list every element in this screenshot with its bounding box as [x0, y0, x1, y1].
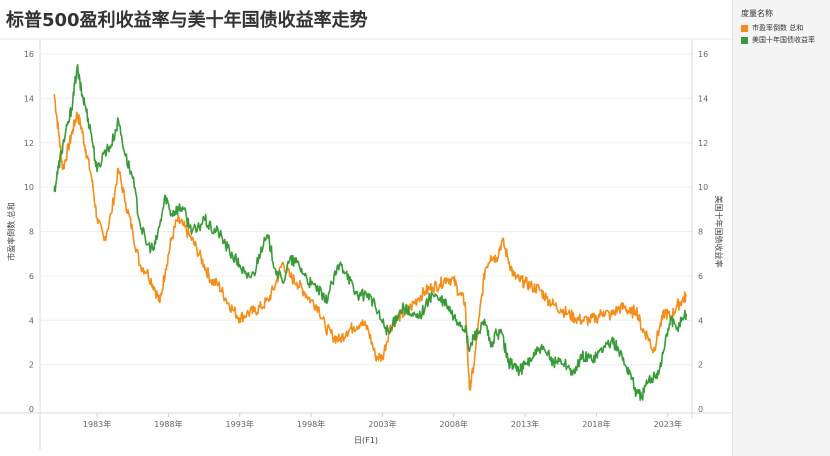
legend-item-treasury-yield[interactable]: 美国十年国债收益率 — [741, 35, 815, 45]
series-line-treasury-yield — [53, 64, 688, 401]
axes — [0, 40, 732, 450]
y-tick-label-left: 12 — [24, 139, 34, 148]
y-tick-label-left: 6 — [29, 272, 34, 281]
x-tick-label: 1983年 — [83, 419, 111, 429]
x-tick-label: 2013年 — [511, 419, 539, 429]
y-tick-label-left: 4 — [29, 316, 34, 325]
y-tick-label-right: 2 — [698, 361, 703, 370]
series-line-pe-inverse — [53, 93, 688, 392]
y-axis-title-right: 美国十年国债收益率 — [714, 196, 724, 268]
legend-swatch — [741, 36, 748, 44]
legend-swatch — [741, 24, 748, 32]
y-tick-label-right: 6 — [698, 272, 703, 281]
y-tick-label-right: 8 — [698, 228, 703, 237]
y-tick-label-left: 0 — [29, 405, 34, 414]
y-tick-label-left: 8 — [29, 228, 34, 237]
y-tick-label-right: 12 — [698, 139, 708, 148]
x-tick-label: 2003年 — [368, 419, 396, 429]
legend-title: 度量名称 — [741, 9, 773, 18]
y-axis-title-left: 市盈率倒数 总和 — [6, 202, 16, 261]
y-tick-label-left: 2 — [29, 361, 34, 370]
page-title: 标普500盈利收益率与美十年国债收益率走势 — [6, 10, 368, 31]
x-tick-label: 2008年 — [440, 419, 468, 429]
y-tick-label-right: 14 — [698, 94, 708, 103]
y-tick-label-left: 10 — [24, 183, 34, 192]
chart: 0 0 2 2 4 4 6 6 8 8 10 10 12 12 14 14 16 16 1983年 1988年 1993… — [0, 38, 732, 450]
x-tick-label: 1988年 — [154, 419, 182, 429]
y-tick-label-left: 16 — [24, 50, 34, 59]
y-tick-label-right: 0 — [698, 405, 703, 414]
legend-label: 市盈率倒数 总和 — [752, 24, 804, 32]
y-tick-label-right: 4 — [698, 316, 703, 325]
axis-labels: 0 0 2 2 4 4 6 6 8 8 10 10 12 12 14 14 16 16 1983年 1988年 1993… — [6, 50, 724, 445]
legend-item-pe-inverse[interactable]: 市盈率倒数 总和 — [741, 23, 803, 33]
y-tick-label-left: 14 — [24, 94, 34, 103]
x-tick-label: 2023年 — [654, 419, 682, 429]
y-tick-label-right: 16 — [698, 50, 708, 59]
series-lines — [53, 64, 688, 401]
legend: 度量名称 市盈率倒数 总和 美国十年国债收益率 — [732, 0, 830, 456]
x-tick-label: 1993年 — [226, 419, 254, 429]
legend-label: 美国十年国债收益率 — [752, 36, 815, 44]
x-axis-title: 日(F1) — [354, 436, 378, 445]
x-tick-label: 2018年 — [582, 419, 610, 429]
y-tick-label-right: 10 — [698, 183, 708, 192]
x-tick-label: 1998年 — [297, 419, 325, 429]
